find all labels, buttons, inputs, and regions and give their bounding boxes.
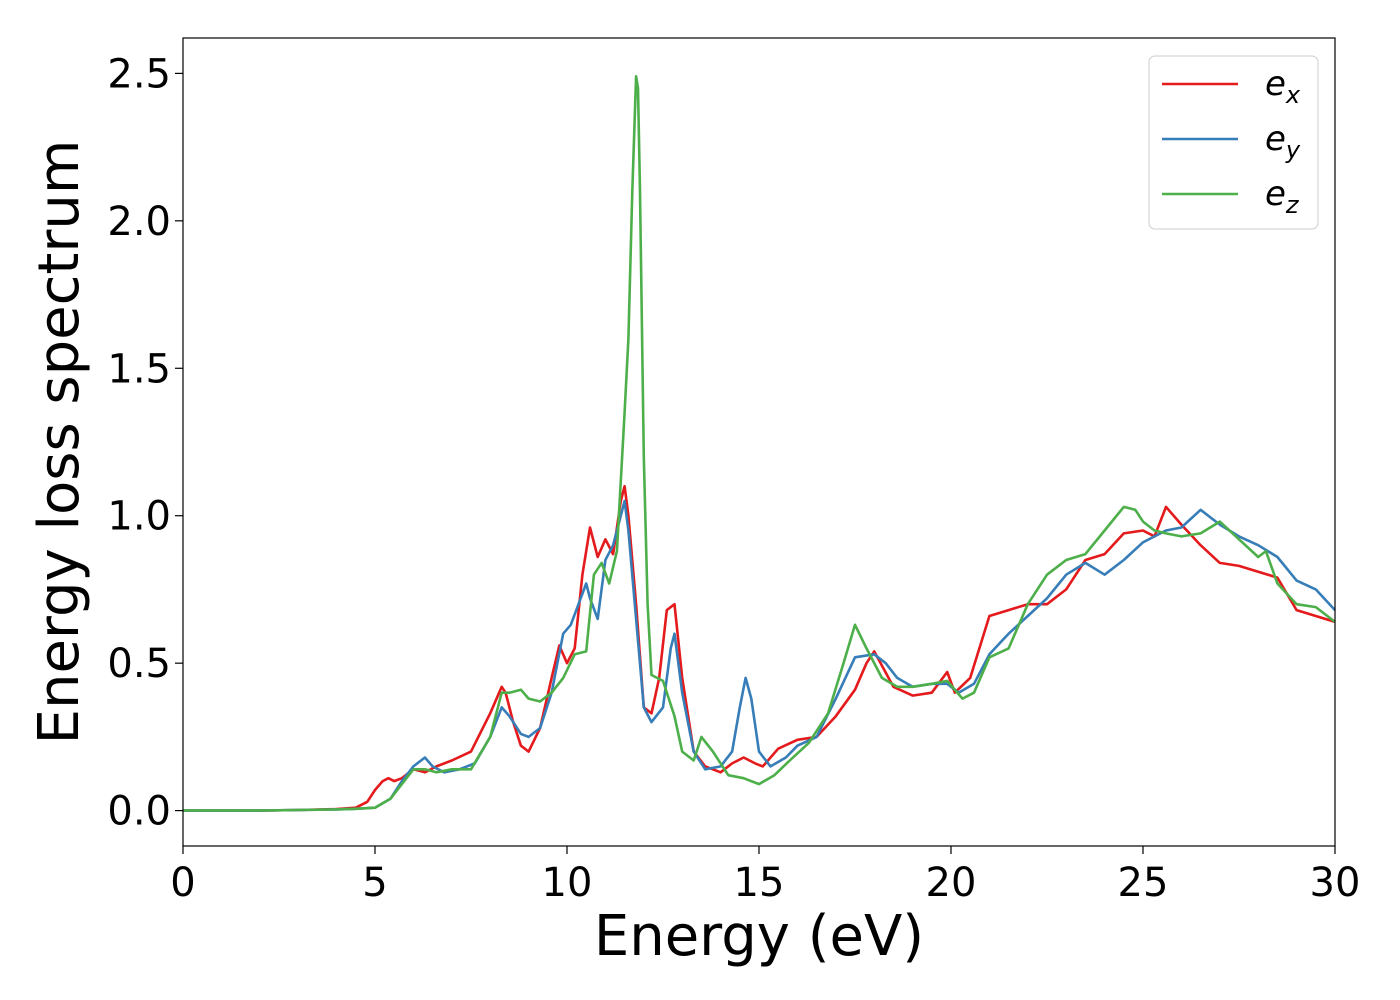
x-tick-label: 5 bbox=[362, 860, 387, 906]
legend: ex ey ez bbox=[1148, 55, 1319, 230]
x-tick-label: 15 bbox=[734, 860, 785, 906]
x-tick-label: 0 bbox=[170, 860, 195, 906]
legend-label-y: ey bbox=[1265, 119, 1301, 164]
legend-box bbox=[1148, 55, 1319, 230]
y-tick-label: 1.5 bbox=[107, 346, 171, 392]
x-axis-label: Energy (eV) bbox=[594, 904, 924, 969]
plot-background bbox=[183, 38, 1335, 846]
y-tick-label: 2.0 bbox=[107, 199, 171, 245]
y-tick-label: 0.5 bbox=[107, 641, 171, 687]
series-line-z bbox=[183, 75, 1336, 812]
y-tick-label: 0.0 bbox=[107, 789, 171, 835]
y-tick-label: 2.5 bbox=[107, 51, 171, 97]
x-tick-label: 30 bbox=[1310, 860, 1361, 906]
series-line-x bbox=[183, 484, 1336, 812]
series-line-y bbox=[183, 499, 1336, 812]
x-tick-label: 20 bbox=[926, 860, 977, 906]
legend-label-x: ex bbox=[1265, 64, 1301, 109]
y-axis-label: Energy loss spectrum bbox=[27, 140, 92, 745]
legend-label-z: ez bbox=[1265, 174, 1300, 219]
x-tick-label: 25 bbox=[1118, 860, 1169, 906]
x-tick-label: 10 bbox=[542, 860, 593, 906]
y-tick-label: 1.0 bbox=[107, 494, 171, 540]
x-axis: 0 5 10 15 20 25 30 bbox=[170, 846, 1360, 906]
y-axis: 0.0 0.5 1.0 1.5 2.0 2.5 bbox=[107, 51, 183, 835]
series-layer bbox=[183, 75, 1336, 812]
